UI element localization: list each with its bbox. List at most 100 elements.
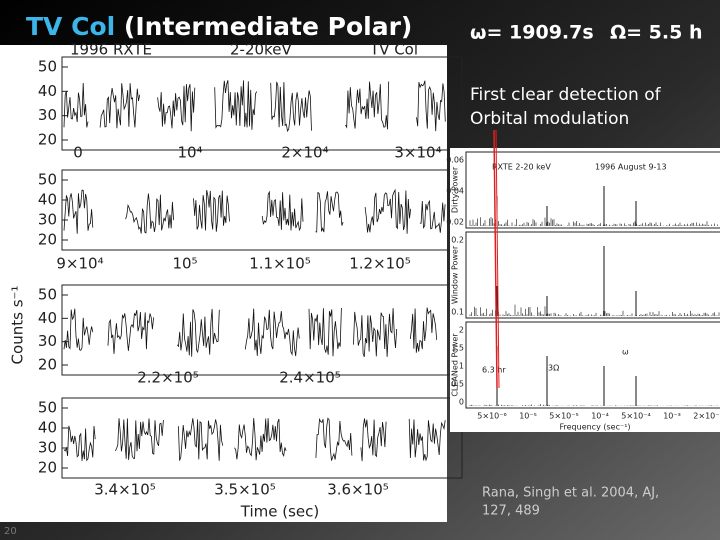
y-tick-label: 0.2 xyxy=(451,236,464,245)
note-line: Orbital modulation xyxy=(470,109,629,129)
orbit-period: Ω= 5.5 h xyxy=(610,22,703,44)
x-tick-label: 0 xyxy=(73,144,83,162)
trace xyxy=(364,188,412,234)
y-axis-label: Window Power xyxy=(451,245,460,304)
arrow xyxy=(495,129,500,389)
trace xyxy=(419,199,446,233)
trace xyxy=(214,80,258,130)
trace xyxy=(234,418,287,461)
panel-frame xyxy=(61,56,463,151)
y-tick-label: 20 xyxy=(38,356,57,374)
trace xyxy=(308,307,342,357)
y-tick-label: 20 xyxy=(38,459,57,477)
power-spectrum-plot: RXTE 2-20 keV 1996 August 9-13 Dirty Power… xyxy=(446,151,720,432)
trace xyxy=(353,308,398,358)
y-tick-label: 50 xyxy=(38,171,57,189)
y-tick-label: 0.06 xyxy=(446,156,464,165)
plot-header: 1996 August 9-13 xyxy=(595,163,667,172)
y-tick-label: 1.5 xyxy=(451,344,464,353)
y-tick-label: 0 xyxy=(459,398,464,407)
trace xyxy=(63,189,94,234)
x-tick-label: 10⁻³ xyxy=(663,412,681,421)
trace xyxy=(409,307,438,353)
y-tick-label: 50 xyxy=(38,58,57,76)
y-tick-label: 40 xyxy=(38,309,57,327)
citation: 127, 489 xyxy=(482,504,540,519)
trace xyxy=(115,418,164,460)
x-tick-label: 2.2×10⁵ xyxy=(137,369,199,387)
y-tick-label: 0.02 xyxy=(446,218,464,227)
trace xyxy=(157,84,196,132)
x-axis-label: Frequency (sec⁻¹) xyxy=(559,423,630,432)
y-tick-label: 30 xyxy=(38,211,57,229)
title: TV Col (Intermediate Polar) xyxy=(26,12,412,41)
trace xyxy=(416,80,446,132)
light-curve-image xyxy=(0,45,447,522)
trace xyxy=(63,425,96,462)
arrow xyxy=(493,129,498,389)
trace xyxy=(244,308,300,357)
panel-frame xyxy=(61,397,463,479)
y-tick-label: 0.1 xyxy=(451,308,464,317)
trace xyxy=(270,81,312,133)
y-tick-label: 40 xyxy=(38,191,57,209)
x-tick-label: 5×10⁻⁴ xyxy=(621,412,650,421)
trace xyxy=(63,308,94,351)
y-axis-label: CLEANed Power xyxy=(451,333,460,397)
y-tick-label: 0.5 xyxy=(451,380,464,389)
x-tick-label: 3.5×10⁵ xyxy=(214,481,276,499)
trace xyxy=(178,418,224,461)
trace xyxy=(125,193,174,234)
x-tick-label: 2.4×10⁵ xyxy=(279,369,341,387)
y-tick-label: 40 xyxy=(38,419,57,437)
panel-frame xyxy=(465,321,720,409)
panel-frame xyxy=(465,151,720,229)
citation: Rana, Singh et al. 2004, AJ, xyxy=(482,486,659,501)
trace xyxy=(360,418,387,462)
x-tick-label: 5×10⁻⁶ xyxy=(477,412,506,421)
y-tick-label: 20 xyxy=(38,231,57,249)
y-tick-label: 30 xyxy=(38,106,57,124)
x-tick-label: 10⁵ xyxy=(172,255,197,273)
x-tick-label: 5×10⁻⁵ xyxy=(549,412,578,421)
plot-header: RXTE 2-20 keV xyxy=(492,163,551,172)
spin-period: ω= 1909.7s xyxy=(470,22,594,44)
x-tick-label: 2×10⁴ xyxy=(281,144,328,162)
annotation: 3Ω xyxy=(548,364,559,373)
title-target: TV Col xyxy=(26,12,115,41)
power-spectrum-image xyxy=(450,148,720,432)
x-axis-label: Time (sec) xyxy=(240,503,319,521)
y-tick-label: 30 xyxy=(38,332,57,350)
trace xyxy=(193,190,230,232)
plot-header: 1996 RXTE xyxy=(70,41,152,59)
plot-header: 2-20keV xyxy=(230,41,292,59)
trace xyxy=(261,190,304,232)
title-class: (Intermediate Polar) xyxy=(124,12,412,41)
x-tick-label: 1.1×10⁵ xyxy=(249,255,311,273)
y-axis-label: Counts s⁻¹ xyxy=(9,286,27,365)
y-tick-label: 0.04 xyxy=(446,187,464,196)
y-tick-label: 50 xyxy=(38,399,57,417)
x-tick-label: 3.6×10⁵ xyxy=(327,481,389,499)
annotation: 6.3 hr xyxy=(482,366,506,375)
trace xyxy=(176,308,220,357)
note-line: First clear detection of xyxy=(470,85,662,105)
y-tick-label: 1 xyxy=(459,362,464,371)
trace xyxy=(315,417,353,461)
trace xyxy=(107,310,154,354)
trace xyxy=(99,83,141,129)
x-tick-label: 9×10⁴ xyxy=(56,255,103,273)
y-tick-label: 20 xyxy=(38,131,57,149)
panel-frame xyxy=(465,231,720,319)
y-tick-label: 30 xyxy=(38,439,57,457)
x-tick-label: 2×10⁻³ xyxy=(693,412,720,421)
y-tick-label: 40 xyxy=(38,82,57,100)
x-tick-label: 3.4×10⁵ xyxy=(94,481,156,499)
trace xyxy=(63,82,89,128)
annotation: ω xyxy=(622,348,629,357)
x-tick-label: 3×10⁴ xyxy=(394,144,441,162)
y-tick-label: 2 xyxy=(459,326,464,335)
x-tick-label: 10⁻⁴ xyxy=(591,412,609,421)
